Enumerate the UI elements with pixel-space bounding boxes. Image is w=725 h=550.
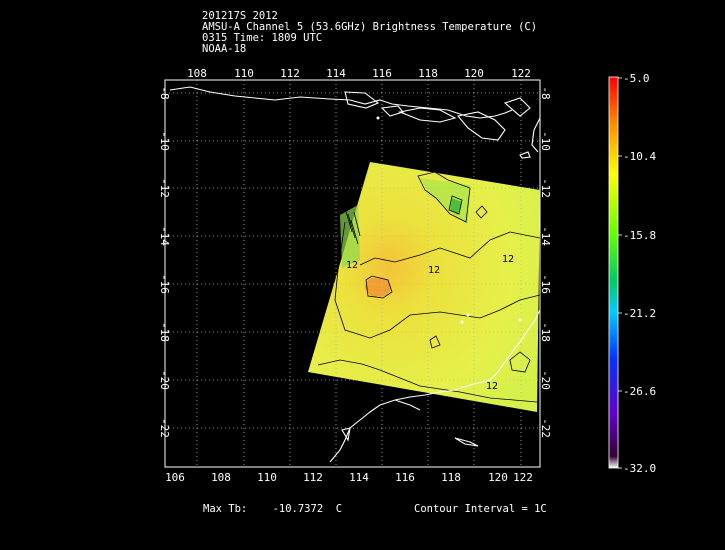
lon-label: 116 <box>372 67 392 80</box>
lat-label: -14 <box>158 226 171 246</box>
contour-lines <box>317 171 540 403</box>
contour-label: 12 <box>346 260 358 271</box>
cool-patch <box>450 198 462 215</box>
lat-label: -20 <box>539 370 552 390</box>
lat-label: -22 <box>158 418 171 438</box>
lat-label: -18 <box>539 322 552 342</box>
small-islands <box>376 116 522 324</box>
colorbar-label: -26.6 <box>623 385 656 398</box>
edge-gradient <box>340 205 360 268</box>
colorbar-ticks <box>618 77 622 469</box>
header-line-2: AMSU-A Channel 5 (53.6GHz) Brightness Te… <box>202 21 538 33</box>
lon-label: 106 <box>165 471 185 484</box>
lon-label: 116 <box>395 471 415 484</box>
max-tb-line: Max Tb: -10.7372 C <box>203 503 342 515</box>
max-tb-value: -10.7372 <box>272 503 324 515</box>
contour-label: 12 <box>502 254 514 265</box>
lon-label: 118 <box>418 67 438 80</box>
lat-label: -12 <box>539 178 552 198</box>
max-tb-unit: C <box>335 503 343 515</box>
lon-label: 122 <box>513 471 533 484</box>
lon-label: 120 <box>464 67 484 80</box>
header: 201217S 2012 AMSU-A Channel 5 (53.6GHz) … <box>202 11 537 55</box>
lat-label: -8 <box>539 86 552 99</box>
contour-label: 12 <box>428 265 440 276</box>
lon-labels-bottom: 106 108 110 112 114 116 118 120 122 <box>165 471 533 484</box>
lat-label: -18 <box>158 322 171 342</box>
colorbar-label: -10.4 <box>623 150 656 163</box>
lat-label: -22 <box>539 418 552 438</box>
lat-label: -14 <box>539 226 552 246</box>
lat-label: -16 <box>158 274 171 294</box>
colorbar-label: -32.0 <box>623 462 656 475</box>
lat-label: -10 <box>158 131 171 151</box>
lon-label: 110 <box>234 67 254 80</box>
warm-core <box>365 277 391 297</box>
colorbar-label: -21.2 <box>623 307 656 320</box>
colorbar-label: -15.8 <box>623 229 656 242</box>
gridlines <box>165 80 540 467</box>
lon-label: 108 <box>187 67 207 80</box>
contour-interval: Contour Interval = 1C <box>414 503 547 515</box>
header-line-3: 0315 Time: 1809 UTC <box>202 32 323 44</box>
lon-label: 122 <box>511 67 531 80</box>
header-line-1: 201217S 2012 <box>202 10 278 22</box>
lon-label: 118 <box>441 471 461 484</box>
lat-label: -20 <box>158 370 171 390</box>
lon-label: 114 <box>326 67 346 80</box>
lon-labels-top: 108 110 112 114 116 118 120 122 <box>187 67 531 80</box>
lon-label: 120 <box>488 471 508 484</box>
swath-area <box>308 162 540 412</box>
lat-labels-right: -8 -10 -12 -14 -16 -18 -20 -22 <box>539 86 552 438</box>
contour-label: 12 <box>486 381 498 392</box>
lat-labels-left: -8 -10 -12 -14 -16 -18 -20 -22 <box>158 86 171 438</box>
lon-label: 112 <box>303 471 323 484</box>
colorbar <box>608 76 619 469</box>
lat-label: -8 <box>158 86 171 99</box>
coastlines <box>169 86 540 463</box>
lat-label: -16 <box>539 274 552 294</box>
colorbar-labels: -5.0 -10.4 -15.8 -21.2 -26.6 -32.0 <box>623 72 656 475</box>
colorbar-label: -5.0 <box>623 72 650 85</box>
lon-label: 112 <box>280 67 300 80</box>
lon-label: 108 <box>211 471 231 484</box>
lon-label: 114 <box>349 471 369 484</box>
lat-label: -10 <box>539 131 552 151</box>
max-tb-label: Max Tb: <box>203 503 248 515</box>
lat-label: -12 <box>158 178 171 198</box>
lon-label: 110 <box>257 471 277 484</box>
header-line-4: NOAA-18 <box>202 43 247 55</box>
